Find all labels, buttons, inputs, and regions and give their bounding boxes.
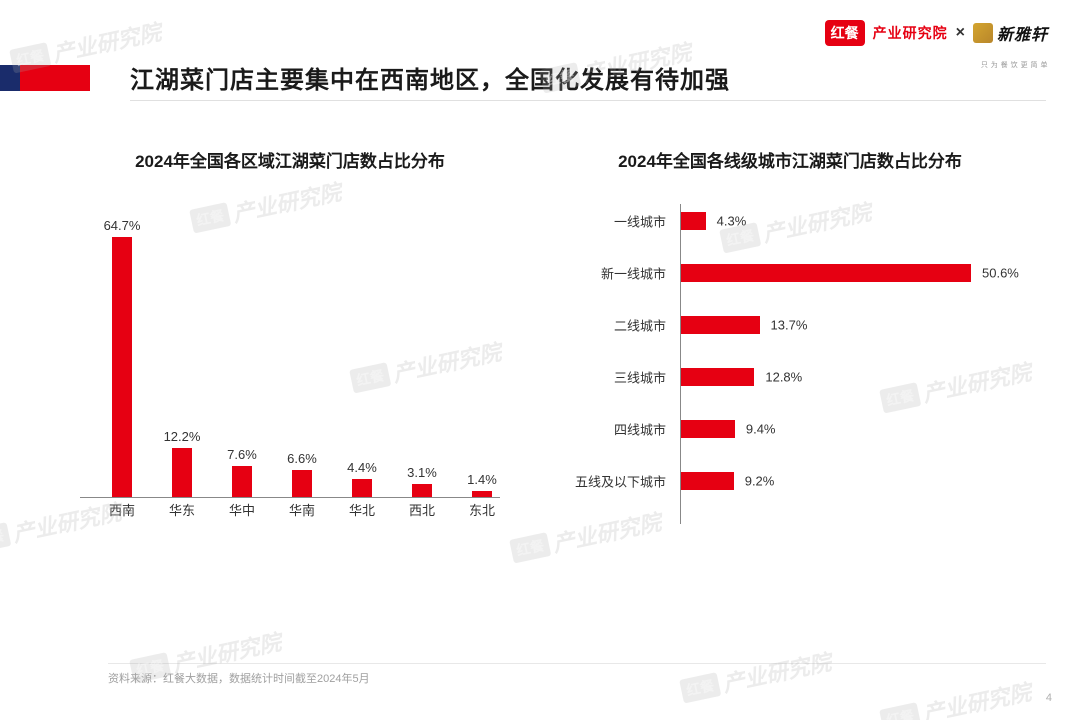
title-rule [130, 100, 1046, 101]
vbar-value: 3.1% [407, 465, 437, 480]
vbar-label: 华东 [169, 500, 195, 519]
hbar-value: 9.4% [746, 421, 776, 436]
logo2: 新雅轩 [973, 21, 1048, 45]
vbar-value: 7.6% [227, 447, 257, 462]
vbar-label: 华中 [229, 500, 255, 519]
vbar-label: 华南 [289, 500, 315, 519]
right-chart-title: 2024年全国各线级城市江湖菜门店数占比分布 [618, 150, 962, 174]
hbar-value: 50.6% [982, 265, 1019, 280]
watermark: 红餐产业研究院 [878, 675, 1033, 720]
hbar-row: 二线城市13.7% [680, 316, 1030, 334]
page-number: 4 [1046, 692, 1052, 704]
left-chart-plot: 64.7% 西南 12.2% 华东 7.6% 华中 6.6% 华南 4.4% 华北 3.1% 西北 1.… [70, 204, 510, 524]
hbar-rect [681, 420, 735, 438]
hbar-rect [681, 212, 706, 230]
hbar-category: 新一线城市 [601, 263, 666, 282]
logo1-text: 产业研究院 [873, 23, 948, 43]
vbar-label: 华北 [349, 500, 375, 519]
logo2-text: 新雅轩 [997, 21, 1048, 45]
vbar-value: 6.6% [287, 451, 317, 466]
vbar-value: 12.2% [164, 429, 201, 444]
footer-source: 资料来源：红餐大数据，数据统计时间截至2024年5月 [108, 670, 370, 686]
hbar-row: 三线城市12.8% [680, 368, 1030, 386]
hbar-value: 13.7% [771, 317, 808, 332]
hbar-category: 四线城市 [614, 419, 666, 438]
hbar-category: 一线城市 [614, 211, 666, 230]
logo2-icon [973, 23, 993, 43]
logo-separator: × [956, 24, 965, 42]
hbar-value: 4.3% [717, 213, 747, 228]
vbar-label: 东北 [469, 500, 495, 519]
vbar-rect [172, 448, 192, 497]
hbar-rect [681, 316, 760, 334]
vbar-label: 西南 [109, 500, 135, 519]
vbar-value: 4.4% [347, 460, 377, 475]
hbar-category: 五线及以下城市 [575, 471, 666, 490]
charts-container: 2024年全国各区域江湖菜门店数占比分布 64.7% 西南 12.2% 华东 7.6% 华… [40, 150, 1040, 650]
hbar-rect [681, 472, 734, 490]
right-chart-panel: 2024年全国各线级城市江湖菜门店数占比分布 一线城市4.3%新一线城市50.6… [540, 150, 1040, 650]
hbar-category: 三线城市 [614, 367, 666, 386]
hbar-category: 二线城市 [614, 315, 666, 334]
title-bar: 江湖菜门店主要集中在西南地区，全国化发展有待加强 [0, 60, 1080, 95]
vbar-rect [112, 237, 132, 497]
hbar-row: 新一线城市50.6% [680, 264, 1030, 282]
left-chart-panel: 2024年全国各区域江湖菜门店数占比分布 64.7% 西南 12.2% 华东 7.6% 华… [40, 150, 540, 650]
vbar-rect [472, 491, 492, 497]
right-chart-plot: 一线城市4.3%新一线城市50.6%二线城市13.7%三线城市12.8%四线城市… [550, 204, 1030, 544]
vbar-label: 西北 [409, 500, 435, 519]
vbar-rect [232, 466, 252, 497]
hbar-value: 9.2% [745, 473, 775, 488]
vbar-rect [292, 470, 312, 497]
watermark: 红餐产业研究院 [678, 645, 833, 708]
logo1-badge: 红餐 [825, 20, 865, 46]
left-chart-title: 2024年全国各区域江湖菜门店数占比分布 [135, 150, 445, 174]
hbar-rect [681, 368, 754, 386]
hbar-row: 一线城市4.3% [680, 212, 1030, 230]
vbar-value: 1.4% [467, 472, 497, 487]
header-logos: 红餐 产业研究院 × 新雅轩 只 为 餐 饮 更 简 单 [825, 20, 1048, 46]
vbar-rect [412, 484, 432, 496]
left-chart-axis [80, 497, 500, 498]
vbar-rect [352, 479, 372, 497]
hbar-row: 四线城市9.4% [680, 420, 1030, 438]
hbar-value: 12.8% [765, 369, 802, 384]
title-accent [0, 65, 90, 91]
hbar-row: 五线及以下城市9.2% [680, 472, 1030, 490]
page-title: 江湖菜门店主要集中在西南地区，全国化发展有待加强 [130, 60, 730, 95]
hbar-rect [681, 264, 971, 282]
vbar-value: 64.7% [104, 218, 141, 233]
footer-rule [108, 663, 1046, 664]
